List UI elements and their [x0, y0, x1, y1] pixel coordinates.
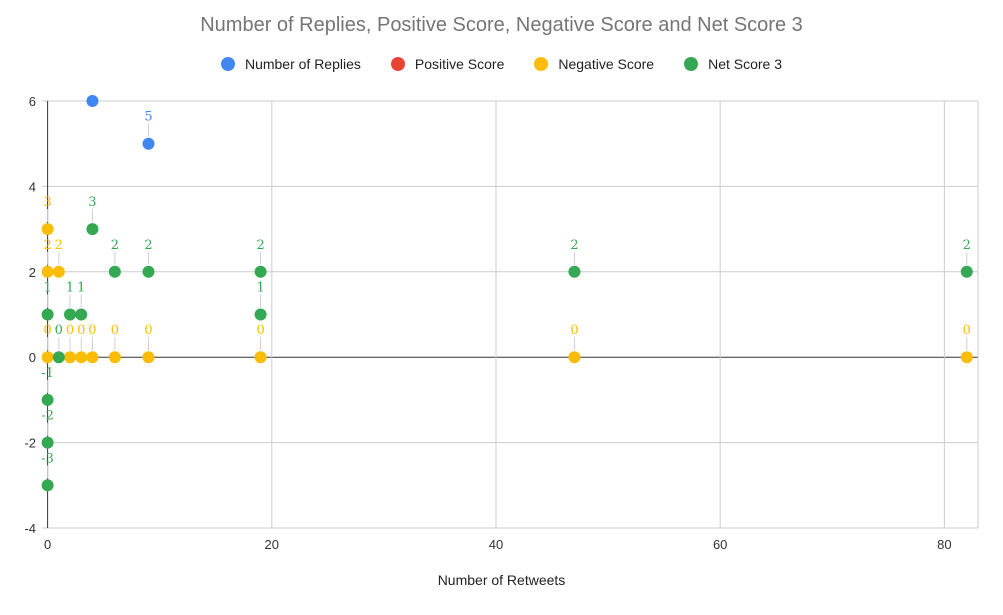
data-point	[960, 265, 973, 278]
data-label: 2	[43, 238, 51, 253]
data-label: -3	[41, 451, 54, 466]
x-tick-label: 60	[713, 537, 727, 552]
legend-item-number-of-replies[interactable]: Number of Replies	[220, 56, 361, 72]
legend-marker-icon	[684, 57, 699, 71]
y-tick-label: 0	[29, 350, 36, 365]
data-point	[142, 351, 155, 364]
data-label: 0	[111, 323, 119, 338]
legend-marker-icon	[534, 57, 549, 71]
y-tick-label: 4	[29, 179, 36, 194]
data-point	[52, 265, 65, 278]
data-label: 0	[43, 323, 51, 338]
data-label: 2	[111, 238, 119, 253]
data-label: 0	[55, 323, 63, 338]
data-label: 0	[570, 323, 578, 338]
data-label: 0	[963, 323, 971, 338]
data-label: 0	[88, 323, 96, 338]
data-point	[41, 479, 54, 492]
chart-title: Number of Replies, Positive Score, Negat…	[200, 14, 803, 36]
data-label: 2	[570, 238, 578, 253]
legend-marker-icon	[220, 57, 235, 71]
data-label: 2	[963, 238, 971, 253]
y-tick-label: 2	[29, 265, 36, 280]
data-point	[254, 308, 267, 321]
data-label: 0	[256, 323, 264, 338]
legend-label: Number of Replies	[244, 56, 361, 72]
data-point	[75, 308, 88, 321]
data-label: 0	[66, 323, 74, 338]
data-label: 2	[256, 238, 264, 253]
data-label: 0	[77, 323, 85, 338]
data-point	[41, 436, 54, 449]
data-label: 3	[43, 195, 51, 210]
data-label: 0	[144, 323, 152, 338]
data-point	[254, 265, 267, 278]
data-label: 5	[144, 110, 152, 125]
data-label: 1	[256, 281, 264, 296]
legend-item-negative-score[interactable]: Negative Score	[534, 56, 654, 72]
data-point	[64, 308, 77, 321]
y-tick-label: 6	[29, 94, 36, 109]
data-label: 3	[88, 195, 96, 210]
data-point	[254, 351, 267, 364]
data-point	[52, 351, 65, 364]
data-point	[86, 351, 99, 364]
data-point	[568, 351, 581, 364]
data-point	[568, 265, 581, 278]
x-tick-label: 20	[265, 537, 279, 552]
legend-label: Positive Score	[414, 56, 505, 72]
legend-label: Negative Score	[558, 56, 655, 72]
x-tick-label: 80	[937, 537, 951, 552]
data-point	[41, 223, 54, 236]
data-point	[142, 137, 155, 150]
x-axis-label: Number of Retweets	[437, 572, 566, 588]
data-label: 2	[144, 238, 152, 253]
x-tick-label: 40	[489, 537, 503, 552]
data-point	[41, 393, 54, 406]
y-tick-label: -4	[24, 521, 36, 536]
data-label: 1	[77, 281, 85, 296]
data-label: 2	[55, 238, 63, 253]
data-point	[142, 265, 155, 278]
y-tick-label: -2	[24, 436, 36, 451]
legend-item-positive-score[interactable]: Positive Score	[390, 56, 505, 72]
data-point	[64, 351, 77, 364]
x-tick-label: 0	[44, 537, 51, 552]
data-point	[41, 308, 54, 321]
data-point	[41, 351, 54, 364]
data-point	[75, 351, 88, 364]
data-point	[41, 265, 54, 278]
data-point	[86, 95, 99, 107]
legend-item-net-score-3[interactable]: Net Score 3	[684, 56, 782, 72]
data-point	[86, 223, 99, 236]
legend: Number of Replies Positive Score Negativ…	[0, 56, 1003, 72]
data-label: 1	[43, 281, 51, 296]
data-point	[960, 351, 973, 364]
legend-label: Net Score 3	[708, 56, 783, 72]
legend-marker-icon	[390, 57, 405, 71]
data-label: 1	[66, 281, 74, 296]
data-label: -2	[41, 409, 54, 424]
data-point	[108, 265, 121, 278]
data-label: -1	[41, 366, 54, 381]
data-point	[108, 351, 121, 364]
